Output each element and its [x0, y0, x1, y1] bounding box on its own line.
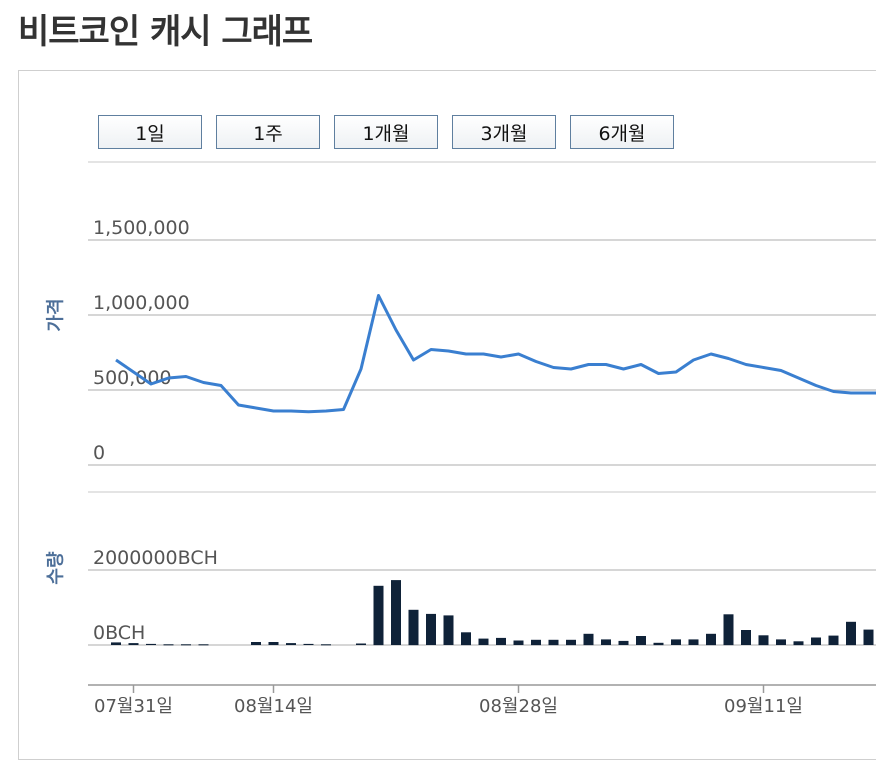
range-1day-button[interactable]: 1일	[98, 115, 202, 149]
volume-bar	[863, 629, 874, 645]
range-6month-button[interactable]: 6개월	[570, 115, 674, 149]
volume-bar	[426, 613, 436, 645]
volume-bar	[741, 630, 751, 645]
volume-tick-label: 2000000BCH	[93, 547, 218, 569]
volume-bar	[531, 639, 541, 646]
volume-bar	[496, 637, 506, 645]
volume-bar	[373, 585, 384, 646]
volume-bar	[321, 644, 331, 646]
volume-bar	[391, 580, 401, 645]
volume-bar	[583, 633, 594, 646]
volume-bar	[548, 639, 559, 646]
volume-bar	[163, 644, 174, 646]
volume-bar	[111, 642, 121, 645]
volume-bar	[356, 643, 366, 645]
volume-bar	[566, 639, 576, 646]
volume-bar	[198, 644, 209, 646]
volume-bar	[251, 642, 261, 645]
volume-bar	[706, 633, 716, 646]
volume-bar	[723, 614, 734, 646]
volume-bar	[303, 643, 314, 645]
volume-tick-label: 0BCH	[93, 622, 145, 644]
volume-bar	[758, 635, 769, 646]
volume-bar	[601, 639, 611, 645]
volume-bar	[461, 632, 471, 646]
chart-panel	[18, 70, 876, 760]
volume-bar	[636, 636, 646, 645]
volume-bar	[618, 640, 629, 645]
volume-bar	[443, 615, 454, 645]
x-tick-label: 08월28일	[479, 696, 558, 717]
volume-bar	[181, 644, 191, 646]
volume-bar	[408, 609, 419, 646]
volume-bar	[286, 643, 296, 645]
page-title: 비트코인 캐시 그래프	[18, 12, 313, 52]
volume-bar	[811, 637, 821, 645]
x-tick-label: 08월14일	[234, 696, 313, 717]
range-3month-button[interactable]: 3개월	[452, 115, 556, 149]
volume-bar	[793, 641, 804, 646]
price-tick-label: 1,000,000	[93, 292, 190, 314]
range-1week-button[interactable]: 1주	[216, 115, 320, 149]
volume-bar	[146, 643, 156, 645]
volume-bar	[653, 642, 664, 646]
range-1month-button[interactable]: 1개월	[334, 115, 438, 149]
volume-bar	[513, 640, 524, 645]
volume-bar	[128, 643, 139, 645]
volume-bar	[828, 635, 839, 645]
volume-bar	[478, 638, 489, 645]
volume-bar	[846, 621, 856, 646]
volume-bar	[671, 639, 681, 645]
price-tick-label: 1,500,000	[93, 217, 190, 239]
volume-bar	[688, 639, 699, 645]
x-tick-label: 07월31일	[94, 696, 173, 717]
volume-bar	[776, 639, 786, 645]
price-tick-label: 0	[93, 442, 105, 464]
x-tick-label: 09월11일	[724, 696, 803, 717]
price-line	[115, 294, 876, 414]
volume-bar	[268, 642, 279, 645]
